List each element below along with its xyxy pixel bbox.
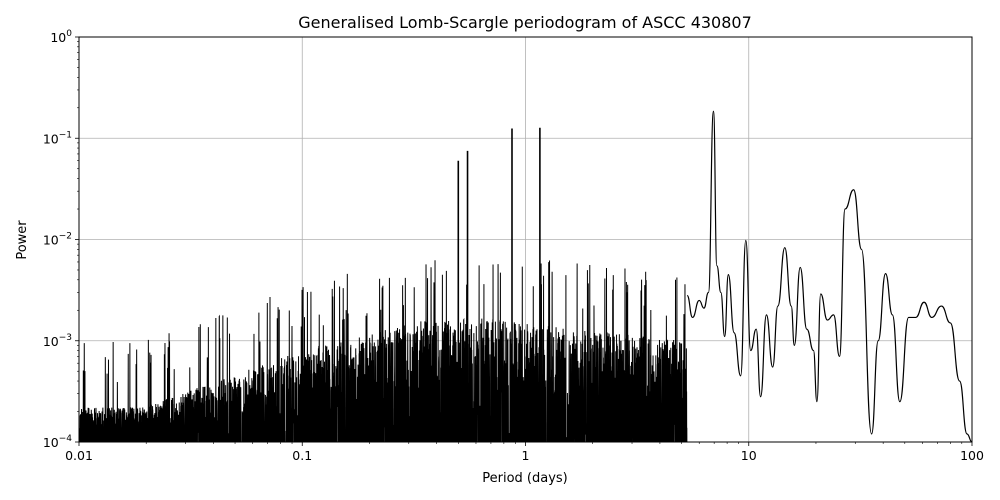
- y-tick-label: 10−3: [43, 333, 72, 349]
- periodogram-long-period-trace: [686, 110, 972, 442]
- x-axis-label: Period (days): [482, 471, 568, 486]
- x-tick-label: 100: [960, 448, 984, 463]
- x-tick-label: 0.01: [65, 448, 93, 463]
- chart-title: Generalised Lomb-Scargle periodogram of …: [298, 13, 752, 32]
- x-axis-ticks: 0.01 0.1 1 10 100: [65, 442, 984, 463]
- periodogram-noise-trace: [79, 260, 688, 442]
- y-tick-label: 100: [50, 29, 72, 45]
- y-axis-label: Power: [15, 220, 30, 260]
- x-tick-label: 1: [522, 448, 530, 463]
- data-layer: [79, 110, 972, 442]
- y-axis-ticks: 10−4 10−3 10−2 10−1 100: [43, 29, 79, 450]
- y-tick-label: 10−2: [43, 232, 72, 248]
- y-tick-label: 10−1: [43, 130, 72, 146]
- x-tick-label: 0.1: [292, 448, 312, 463]
- x-tick-label: 10: [741, 448, 757, 463]
- y-tick-label: 10−4: [43, 434, 72, 450]
